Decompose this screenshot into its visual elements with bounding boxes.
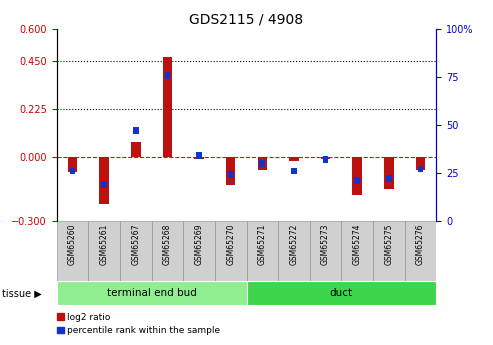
Bar (88, 221, 120, 281)
Bar (194, 157, 204, 159)
Bar (133, 127, 139, 134)
Bar (228, 171, 234, 178)
Text: GSM65272: GSM65272 (289, 224, 298, 265)
Bar (100, 157, 109, 204)
Bar (416, 157, 425, 170)
Bar (246, 221, 278, 281)
Bar (163, 57, 172, 157)
Bar (310, 221, 341, 281)
Text: GSM65269: GSM65269 (195, 224, 204, 265)
Bar (183, 221, 215, 281)
Bar (165, 72, 170, 79)
Legend: log2 ratio, percentile rank within the sample: log2 ratio, percentile rank within the s… (54, 309, 224, 339)
Bar (70, 168, 75, 174)
Text: GSM65267: GSM65267 (131, 224, 141, 265)
Bar (291, 168, 297, 174)
Text: GDS2115 / 4908: GDS2115 / 4908 (189, 12, 304, 26)
Text: duct: duct (330, 288, 353, 298)
Bar (278, 221, 310, 281)
Bar (373, 221, 405, 281)
Text: GSM65273: GSM65273 (321, 224, 330, 265)
Bar (352, 157, 362, 195)
Bar (196, 152, 202, 159)
Bar (321, 157, 330, 159)
Text: GSM65271: GSM65271 (258, 224, 267, 265)
Bar (384, 157, 393, 189)
Text: terminal end bud: terminal end bud (106, 288, 197, 298)
Bar (215, 221, 246, 281)
Bar (68, 157, 77, 172)
Bar (405, 221, 436, 281)
Bar (289, 157, 299, 161)
Bar (341, 221, 373, 281)
Bar (257, 157, 267, 170)
Text: GSM65270: GSM65270 (226, 224, 235, 265)
Bar (120, 221, 152, 281)
Text: tissue ▶: tissue ▶ (2, 289, 42, 299)
Bar (418, 166, 423, 172)
Text: GSM65274: GSM65274 (352, 224, 362, 265)
Text: GSM65276: GSM65276 (416, 224, 425, 265)
Bar (101, 181, 107, 188)
Bar (57, 221, 88, 281)
Bar (354, 177, 360, 184)
Text: GSM65275: GSM65275 (385, 224, 393, 265)
Bar (226, 157, 236, 185)
Bar (259, 160, 265, 167)
Text: GSM65261: GSM65261 (100, 224, 108, 265)
Text: GSM65268: GSM65268 (163, 224, 172, 265)
Bar (131, 142, 141, 157)
Text: GSM65260: GSM65260 (68, 224, 77, 265)
Bar (386, 175, 392, 182)
Bar (57, 281, 246, 305)
Bar (246, 281, 436, 305)
Bar (323, 156, 328, 163)
Bar (152, 221, 183, 281)
